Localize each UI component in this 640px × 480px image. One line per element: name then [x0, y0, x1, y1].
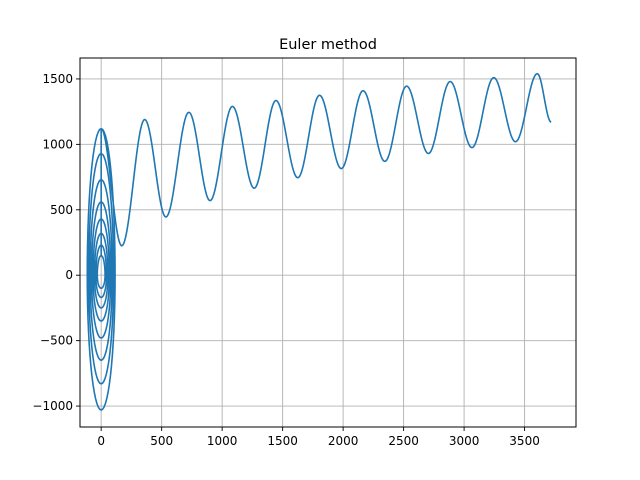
x-axis: 0 500 1000 1500 2000 2500 3000 3500: [97, 427, 540, 448]
y-tick-label: 0: [65, 268, 73, 282]
y-tick-label: 1000: [42, 137, 73, 151]
x-tick-label: 1500: [267, 434, 298, 448]
chart-title: Euler method: [279, 37, 377, 53]
euler-trajectory-line: [86, 72, 552, 411]
plot-area: [86, 72, 552, 411]
x-tick-label: 500: [150, 434, 173, 448]
y-tick-label: 500: [50, 203, 73, 217]
y-axis: −1000 −500 0 500 1000 1500: [32, 72, 80, 413]
y-tick-label: −500: [40, 334, 73, 348]
x-tick-label: 0: [97, 434, 105, 448]
y-tick-label: 1500: [42, 72, 73, 86]
axes-frame: [79, 57, 577, 428]
x-tick-label: 2500: [388, 434, 419, 448]
x-tick-label: 2000: [328, 434, 359, 448]
x-tick-label: 1000: [207, 434, 238, 448]
y-tick-label: −1000: [32, 399, 73, 413]
x-tick-label: 3000: [449, 434, 480, 448]
x-tick-label: 3500: [509, 434, 540, 448]
